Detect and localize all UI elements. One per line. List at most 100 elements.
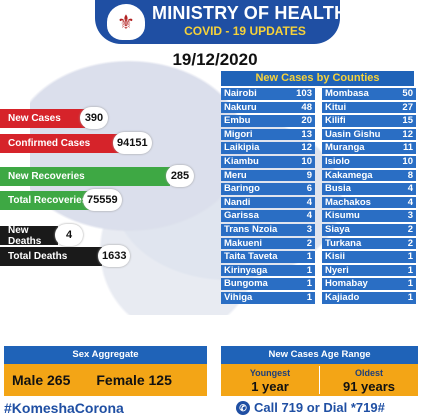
new-cases-label: New Cases xyxy=(0,109,85,128)
county-value: 4 xyxy=(407,196,413,208)
county-row: Migori 13 xyxy=(221,128,315,141)
county-value: 10 xyxy=(301,155,312,167)
county-name: Muranga xyxy=(325,142,365,154)
county-name: Kakamega xyxy=(325,169,373,181)
county-value: 20 xyxy=(301,115,312,127)
county-row: Nyeri 1 xyxy=(322,264,416,277)
county-name: Makueni xyxy=(224,237,263,249)
county-value: 4 xyxy=(306,210,312,222)
hotline-text: Call 719 or Dial *719# xyxy=(254,400,385,415)
county-name: Turkana xyxy=(325,237,362,249)
county-name: Nandi xyxy=(224,196,251,208)
county-value: 13 xyxy=(301,128,312,140)
county-value: 4 xyxy=(306,196,312,208)
county-name: Nakuru xyxy=(224,101,257,113)
county-name: Vihiga xyxy=(224,291,253,303)
counties-column-left: Nairobi 103 Nakuru 48 Embu 20 Migori 13 Laikipia… xyxy=(221,88,315,306)
phone-icon: ✆ xyxy=(236,400,250,415)
county-name: Uasin Gishu xyxy=(325,128,381,140)
sex-aggregate-panel: Sex Aggregate Male 265 Female 125 xyxy=(4,346,207,398)
youngest-value: 1 year xyxy=(251,379,289,394)
county-name: Trans Nzoia xyxy=(224,223,278,235)
county-name: Nairobi xyxy=(224,88,257,99)
county-name: Kisii xyxy=(325,251,346,263)
county-value: 11 xyxy=(402,142,413,154)
total-deaths-value: 1633 xyxy=(98,245,131,267)
county-name: Migori xyxy=(224,128,253,140)
county-name: Bungoma xyxy=(224,278,268,290)
page-title: MINISTRY OF HEALTH xyxy=(152,3,348,23)
county-row: Meru 9 xyxy=(221,169,315,182)
county-row: Uasin Gishu 12 xyxy=(322,128,416,141)
county-row: Muranga 11 xyxy=(322,142,416,154)
county-name: Machakos xyxy=(325,196,371,208)
youngest-label: Youngest xyxy=(249,368,291,378)
county-value: 3 xyxy=(306,223,312,235)
oldest-label: Oldest xyxy=(354,368,383,378)
county-value: 1 xyxy=(407,278,413,290)
county-value: 12 xyxy=(301,142,312,154)
county-row: Machakos 4 xyxy=(322,196,416,209)
county-row: Nairobi 103 xyxy=(221,88,315,100)
county-row: Turkana 2 xyxy=(322,237,416,250)
county-row: Bungoma 1 xyxy=(221,278,315,290)
county-name: Meru xyxy=(224,169,247,181)
county-value: 2 xyxy=(306,237,312,249)
county-value: 15 xyxy=(402,115,413,127)
county-row: Siaya 2 xyxy=(322,223,416,236)
county-value: 2 xyxy=(407,237,413,249)
county-value: 1 xyxy=(306,291,312,303)
county-value: 10 xyxy=(402,155,413,167)
county-row: Makueni 2 xyxy=(221,237,315,250)
county-value: 50 xyxy=(402,88,413,99)
county-name: Kiambu xyxy=(224,155,259,167)
county-name: Kilifi xyxy=(325,115,346,127)
report-date: 19/12/2020 xyxy=(172,50,258,69)
county-row: Kisii 1 xyxy=(322,251,416,263)
county-row: Kitui 27 xyxy=(322,101,416,114)
county-row: Garissa 4 xyxy=(221,210,315,222)
county-name: Homabay xyxy=(325,278,368,290)
new-recoveries-value: 285 xyxy=(166,165,194,187)
county-row: Embu 20 xyxy=(221,115,315,127)
county-name: Siaya xyxy=(325,223,350,235)
county-name: Kajiado xyxy=(325,291,360,303)
total-recoveries-value: 75559 xyxy=(83,189,122,211)
age-range-title: New Cases Age Range xyxy=(221,346,418,364)
county-value: 2 xyxy=(407,223,413,235)
total-recoveries-label: Total Recoveries xyxy=(0,191,90,210)
county-value: 9 xyxy=(306,169,312,181)
county-name: Laikipia xyxy=(224,142,260,154)
counties-column-right: Mombasa 50 Kitui 27 Kilifi 15 Uasin Gishu 12 Mur… xyxy=(322,88,416,306)
county-row: Trans Nzoia 3 xyxy=(221,223,315,236)
county-value: 1 xyxy=(306,278,312,290)
county-value: 4 xyxy=(407,183,413,195)
county-value: 3 xyxy=(407,210,413,222)
county-row: Kirinyaga 1 xyxy=(221,264,315,277)
hotline: ✆ Call 719 or Dial *719# xyxy=(236,400,385,415)
county-name: Garissa xyxy=(224,210,259,222)
county-row: Vihiga 1 xyxy=(221,291,315,304)
county-row: Kakamega 8 xyxy=(322,169,416,182)
county-value: 1 xyxy=(407,264,413,276)
county-name: Taita Taveta xyxy=(224,251,278,263)
county-value: 1 xyxy=(306,251,312,263)
new-deaths-value: 4 xyxy=(55,224,83,246)
new-cases-value: 390 xyxy=(80,107,108,129)
county-name: Embu xyxy=(224,115,251,127)
counties-table-title: New Cases by Counties xyxy=(221,71,414,86)
county-row: Taita Taveta 1 xyxy=(221,251,315,263)
county-name: Isiolo xyxy=(325,155,350,167)
county-row: Mombasa 50 xyxy=(322,88,416,100)
county-value: 8 xyxy=(407,169,413,181)
county-value: 48 xyxy=(301,101,312,113)
county-value: 1 xyxy=(306,264,312,276)
county-name: Nyeri xyxy=(325,264,349,276)
county-name: Busia xyxy=(325,183,351,195)
new-recoveries-label: New Recoveries xyxy=(0,167,170,186)
hashtag: #KomeshaCorona xyxy=(4,400,124,416)
county-value: 6 xyxy=(306,183,312,195)
county-name: Kirinyaga xyxy=(224,264,268,276)
confirmed-cases-label: Confirmed Cases xyxy=(0,134,120,153)
total-deaths-label: Total Deaths xyxy=(0,247,102,266)
